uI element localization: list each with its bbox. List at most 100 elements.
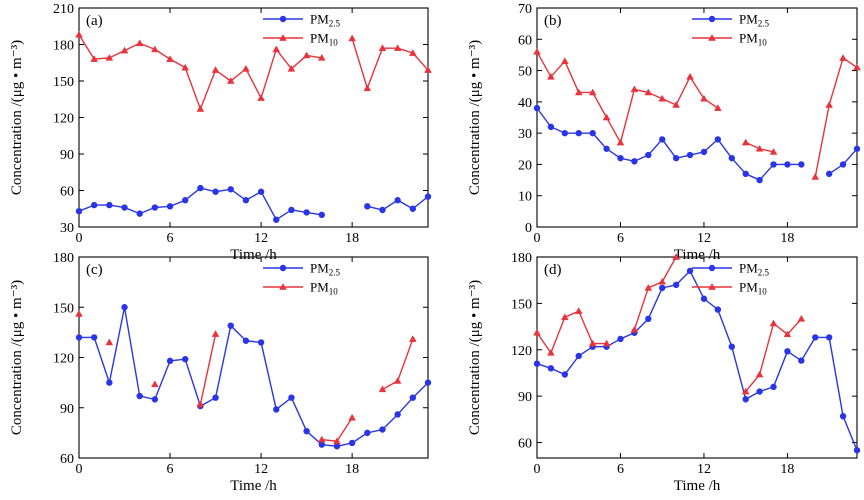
y-tick-label: 90: [60, 148, 74, 163]
data-point: [378, 44, 387, 51]
legend-label-subscript: 2.5: [758, 268, 770, 278]
data-point: [853, 447, 861, 454]
data-point: [348, 413, 356, 421]
data-point: [272, 45, 281, 53]
x-axis-title: Time /h: [674, 478, 721, 494]
legend-label-base: PM: [310, 12, 329, 27]
legend-marker: [279, 34, 287, 41]
data-point: [378, 385, 387, 393]
plot-frame: [536, 256, 858, 459]
x-tick-label: 18: [345, 462, 359, 477]
x-tick-label: 6: [617, 462, 624, 477]
x-tick-label: 12: [697, 231, 711, 246]
y-tick-label: 60: [518, 437, 532, 452]
y-tick-label: 180: [511, 251, 532, 266]
plot-frame: [536, 7, 858, 228]
chart-panel: 0 6 12 18 60 90 120 150 180 Time /h Concentration …: [467, 251, 861, 494]
y-tick-label: 20: [518, 158, 532, 173]
series-line: [199, 333, 217, 405]
data-point: [588, 88, 597, 96]
series-line: [78, 34, 322, 110]
data-point: [348, 34, 356, 42]
data-point: [151, 396, 159, 403]
data-point: [317, 435, 326, 443]
x-tick-label: 0: [76, 231, 83, 246]
data-point: [182, 197, 189, 204]
y-tick-label: 60: [60, 452, 74, 467]
data-point: [783, 330, 792, 338]
legend-label: PM2.5: [310, 12, 341, 29]
data-point: [408, 335, 417, 342]
data-point: [196, 400, 205, 408]
data-point: [257, 188, 265, 195]
data-point: [839, 161, 847, 168]
series-line: [536, 51, 719, 144]
data-point: [659, 136, 666, 143]
data-point: [348, 439, 356, 447]
data-point: [561, 371, 569, 378]
series-pm25: [533, 267, 861, 454]
legend-marker: [279, 15, 287, 23]
data-point: [333, 437, 341, 445]
data-point: [409, 205, 417, 212]
data-point: [588, 339, 597, 347]
data-point: [105, 53, 114, 61]
series-line: [536, 107, 802, 181]
y-tick-label: 60: [518, 33, 532, 48]
data-point: [560, 57, 569, 64]
legend-entry: PM10: [263, 280, 338, 297]
data-point: [166, 203, 174, 210]
data-point: [756, 176, 763, 184]
data-point: [257, 94, 265, 101]
data-point: [728, 343, 735, 350]
data-point: [602, 113, 611, 121]
y-tick-label: 150: [511, 297, 532, 312]
data-point: [379, 426, 386, 433]
x-tick-label: 0: [534, 462, 541, 477]
data-point: [533, 104, 541, 112]
data-point: [769, 319, 778, 327]
y-tick-label: 150: [53, 75, 74, 90]
data-point: [839, 413, 847, 420]
data-point: [257, 339, 265, 346]
legend-label-subscript: 10: [758, 287, 768, 297]
series-pm10: [533, 47, 861, 180]
data-point: [151, 380, 159, 388]
chart-panel: 0 6 12 18 30 60 90 120 150 180 210 Time /h Concentra…: [9, 2, 432, 263]
data-point: [211, 66, 220, 73]
data-point: [741, 138, 750, 146]
legend-label-base: PM: [310, 261, 329, 276]
x-tick-label: 12: [254, 462, 268, 477]
data-point: [686, 72, 694, 80]
series-pm25: [75, 184, 432, 223]
data-point: [75, 334, 83, 341]
data-point: [574, 307, 583, 314]
data-point: [700, 295, 708, 302]
x-tick-label: 6: [617, 231, 624, 246]
plot-frame: [78, 256, 429, 459]
plot-frame: [78, 7, 429, 228]
data-point: [742, 396, 749, 403]
legend-label-base: PM: [739, 31, 758, 46]
data-point: [547, 72, 555, 80]
data-point: [394, 197, 401, 204]
data-point: [574, 88, 583, 96]
legend-entry: PM2.5: [692, 261, 770, 278]
data-point: [560, 313, 569, 321]
data-point: [589, 129, 596, 137]
y-tick-label: 0: [525, 221, 532, 236]
data-point: [853, 63, 861, 71]
y-tick-label: 50: [518, 65, 532, 80]
y-tick-label: 120: [53, 112, 74, 127]
data-point: [394, 411, 401, 418]
data-point: [364, 203, 371, 210]
data-point: [212, 188, 219, 195]
legend-label-base: PM: [739, 12, 758, 27]
data-point: [287, 64, 296, 72]
data-point: [212, 394, 219, 401]
data-point: [151, 45, 159, 53]
data-point: [333, 443, 341, 450]
data-point: [547, 348, 555, 356]
x-tick-label: 12: [697, 462, 711, 477]
data-point: [136, 210, 143, 217]
